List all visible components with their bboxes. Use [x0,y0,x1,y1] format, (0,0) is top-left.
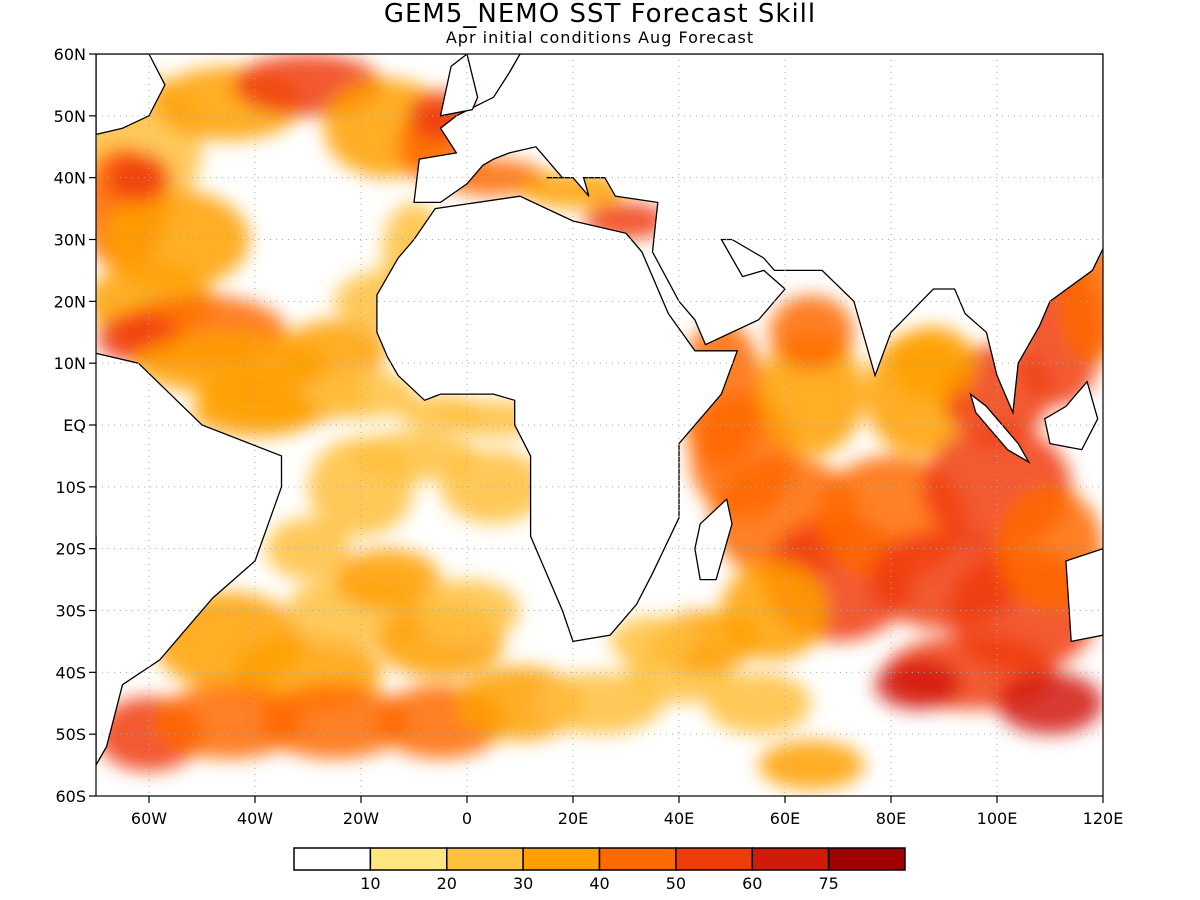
lat-tick-label: 20N [54,292,86,311]
colorbar-swatch [675,847,753,871]
colorbar-swatch [293,847,372,871]
lat-tick-label: 30S [55,602,86,621]
lon-tick-label: 80E [876,809,906,828]
lat-tick-label: 50S [55,725,86,744]
lon-tick-label: 40E [664,809,694,828]
lat-tick-label: 40N [54,169,86,188]
colorbar-label: 60 [742,874,762,893]
colorbar-swatch [827,847,906,871]
colorbar-label: 30 [513,874,533,893]
lat-tick-label: 40S [55,663,86,682]
lon-tick-label: 20E [558,809,588,828]
longitude-labels: 60W 40W 20W 0 20E 40E 60E 80E 100E 120E [131,796,1123,828]
lon-tick-label: 20W [343,809,379,828]
colorbar-swatch [751,847,830,871]
colorbar-label: 50 [666,874,686,893]
chart-subtitle: Apr initial conditions Aug Forecast [445,28,755,47]
lon-tick-label: 0 [462,809,472,828]
latitude-labels: 60N 50N 40N 30N 20N 10N EQ 10S 20S 30S 40S 50S 60S [54,45,96,806]
lat-tick-label: 30N [54,231,86,250]
colorbar-label: 75 [818,874,838,893]
colorbar: 10 20 30 40 50 60 75 [293,847,906,893]
colorbar-label: 20 [437,874,457,893]
colorbar-label: 40 [589,874,609,893]
colorbar-label: 10 [360,874,380,893]
lon-tick-label: 60W [131,809,167,828]
landmasses [96,54,1103,767]
lat-tick-label: 60S [55,787,86,806]
lat-tick-label: 60N [54,45,86,64]
chart-title: GEM5_NEMO SST Forecast Skill [383,0,817,29]
lat-tick-label: 10N [54,354,86,373]
lat-tick-label: 50N [54,107,86,126]
colorbar-swatch [369,847,448,871]
lat-tick-label: EQ [63,416,86,435]
colorbar-swatch [522,847,601,871]
lon-tick-label: 100E [977,809,1018,828]
lat-tick-label: 20S [55,540,86,559]
lat-tick-label: 10S [55,478,86,497]
lon-tick-label: 60E [770,809,800,828]
grid-lines [96,54,1103,796]
lon-tick-label: 40W [237,809,273,828]
colorbar-swatch [446,847,524,871]
colorbar-swatch [598,847,677,871]
lon-tick-label: 120E [1083,809,1124,828]
